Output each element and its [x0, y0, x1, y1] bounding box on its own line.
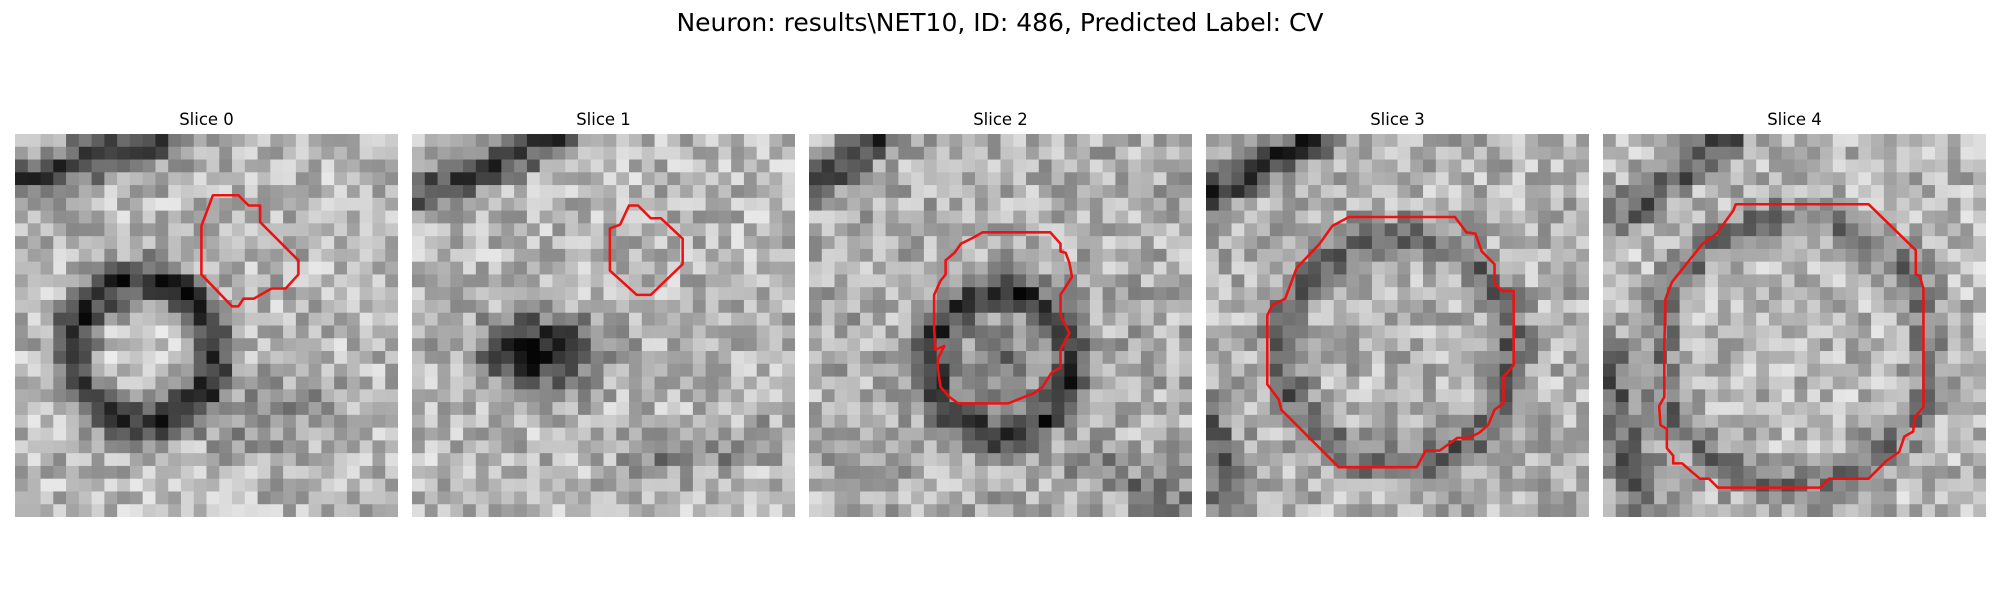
neuron-contour-3: [1266, 215, 1515, 469]
slice-title-0: Slice 0: [179, 110, 234, 129]
slice-image-3: [1206, 134, 1589, 517]
slice-image-4: [1603, 134, 1986, 517]
slice-title-2: Slice 2: [973, 110, 1028, 129]
slice-title-1: Slice 1: [576, 110, 631, 129]
slice-image-1: [412, 134, 795, 517]
neuron-contour-0: [200, 194, 300, 308]
slice-image-2: [809, 134, 1192, 517]
slice-title-3: Slice 3: [1370, 110, 1425, 129]
figure-title: Neuron: results\NET10, ID: 486, Predicte…: [676, 8, 1324, 37]
neuron-contour-1: [608, 204, 684, 297]
neuron-contour-2: [932, 231, 1074, 405]
slice-title-4: Slice 4: [1767, 110, 1822, 129]
slice-image-0: [15, 134, 398, 517]
neuron-contour-4: [1657, 202, 1925, 489]
